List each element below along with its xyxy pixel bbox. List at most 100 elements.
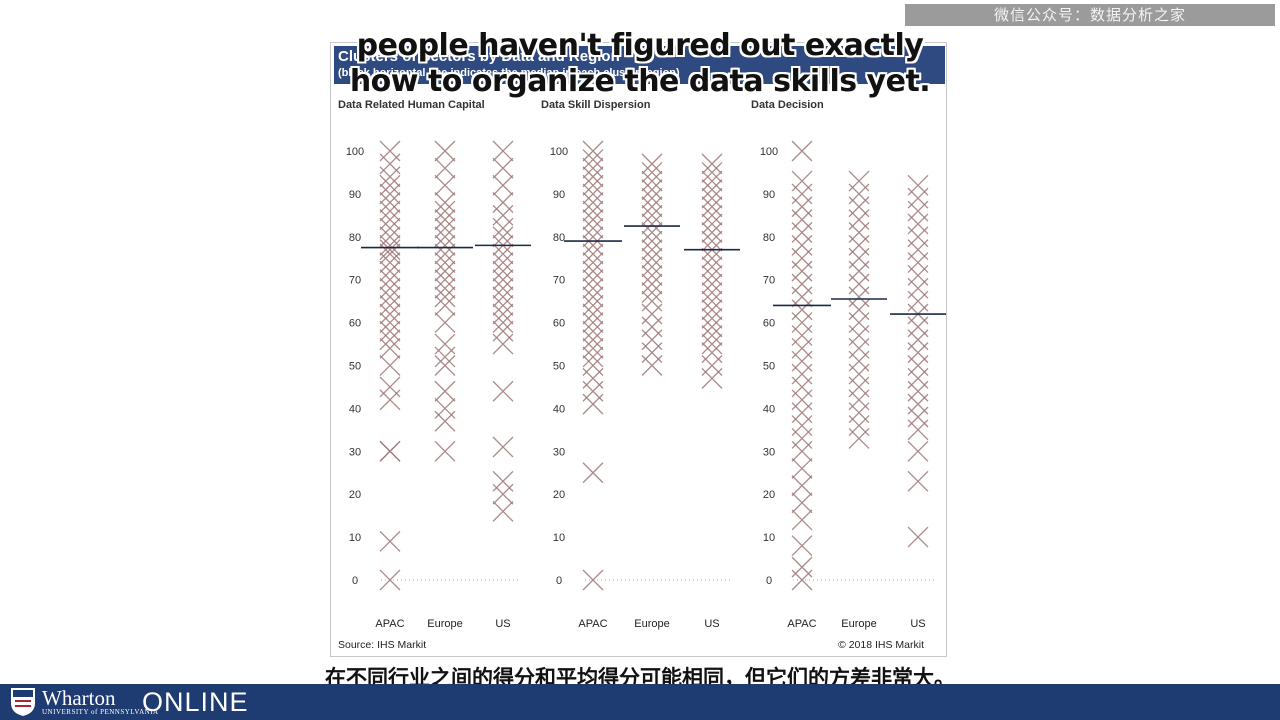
data-point-x-marker <box>492 226 514 248</box>
data-point-x-marker <box>379 183 401 205</box>
data-point-x-marker <box>907 380 929 402</box>
y-tick-label: 10 <box>349 532 361 544</box>
data-point-x-marker <box>379 234 401 256</box>
data-point-x-marker <box>492 204 514 226</box>
wharton-shield-icon <box>11 688 35 716</box>
y-tick-label: 60 <box>349 318 361 330</box>
data-point-x-marker <box>701 355 723 376</box>
chart-panel-1: 0 10 20 30 40 50 60 70 80 90 100 APAC Europe US <box>550 140 740 630</box>
y-tick-label: 90 <box>553 189 565 201</box>
data-point-x-marker <box>582 393 604 415</box>
source-note: Source: IHS Markit <box>338 639 427 651</box>
data-point-x-marker <box>791 376 813 398</box>
data-point-x-marker <box>848 337 870 359</box>
data-point-x-marker <box>791 402 813 424</box>
data-point-x-marker <box>582 346 604 368</box>
data-point-x-marker <box>848 273 870 295</box>
data-point-x-marker <box>582 217 604 239</box>
data-point-x-marker <box>848 402 870 424</box>
data-point-x-marker <box>791 196 813 218</box>
data-point-x-marker <box>701 299 723 321</box>
data-point-x-marker <box>434 286 456 308</box>
data-point-x-marker <box>434 140 456 162</box>
data-point-x-marker <box>379 140 401 162</box>
data-point-x-marker <box>379 260 401 282</box>
data-point-x-marker <box>848 222 870 243</box>
data-point-x-marker <box>641 329 663 351</box>
data-point-x-marker <box>791 427 813 449</box>
data-point-x-marker <box>701 282 723 304</box>
panel-title-human-capital: Data Related Human Capital <box>338 99 485 111</box>
data-point-x-marker <box>907 239 929 261</box>
data-point-x-marker <box>582 277 604 299</box>
data-point-x-marker <box>701 230 723 252</box>
data-point-x-marker <box>641 273 663 295</box>
data-point-x-marker <box>434 410 456 432</box>
data-point-x-marker <box>907 393 929 415</box>
university-logo-text: UNIVERSITY of PENNSYLVANIA <box>42 708 159 716</box>
data-point-x-marker <box>492 269 514 291</box>
data-point-x-marker <box>907 174 929 196</box>
data-point-x-marker <box>791 140 813 162</box>
data-point-x-marker <box>582 140 604 162</box>
y-tick-label: 100 <box>760 146 778 158</box>
x-category-label: Europe <box>427 618 462 630</box>
data-point-x-marker <box>791 299 813 321</box>
data-point-x-marker <box>379 174 401 196</box>
data-point-x-marker <box>582 209 604 231</box>
data-point-x-marker <box>701 367 723 389</box>
data-point-x-marker <box>434 440 456 462</box>
data-point-x-marker <box>907 187 929 209</box>
data-point-x-marker <box>791 337 813 359</box>
y-tick-label: 20 <box>553 489 565 501</box>
data-point-x-marker <box>582 269 604 291</box>
x-category-label: Europe <box>841 618 876 630</box>
y-tick-label: 100 <box>550 146 568 158</box>
data-point-x-marker <box>701 170 723 192</box>
y-tick-label: 60 <box>763 318 775 330</box>
data-point-x-marker <box>907 213 929 235</box>
panel-title-data-decision: Data Decision <box>751 99 824 111</box>
data-point-x-marker <box>907 419 929 441</box>
data-point-x-marker <box>907 264 929 286</box>
y-tick-label: 0 <box>352 575 358 587</box>
data-point-x-marker <box>848 350 870 372</box>
data-point-x-marker <box>641 316 663 338</box>
data-point-x-marker <box>641 187 663 209</box>
data-point-x-marker <box>379 337 401 359</box>
data-point-x-marker <box>641 303 663 325</box>
data-point-x-marker <box>701 342 723 364</box>
data-point-x-marker <box>641 170 663 192</box>
y-tick-label: 20 <box>763 489 775 501</box>
data-point-x-marker <box>907 277 929 299</box>
data-point-x-marker <box>582 166 604 188</box>
data-point-x-marker <box>379 269 401 291</box>
y-tick-label: 30 <box>763 446 775 458</box>
data-point-x-marker <box>907 316 929 338</box>
data-point-x-marker <box>848 363 870 385</box>
data-point-x-marker <box>379 252 401 273</box>
y-tick-label: 30 <box>553 446 565 458</box>
data-point-x-marker <box>641 247 663 269</box>
data-point-x-marker <box>791 183 813 205</box>
y-tick-label: 70 <box>349 275 361 287</box>
data-point-x-marker <box>434 355 456 376</box>
data-point-x-marker <box>848 325 870 346</box>
data-point-x-marker <box>848 415 870 437</box>
data-point-x-marker <box>907 329 929 351</box>
data-point-x-marker <box>791 209 813 231</box>
data-point-x-marker <box>434 277 456 299</box>
data-point-x-marker <box>379 389 401 411</box>
y-tick-label: 90 <box>349 189 361 201</box>
data-point-x-marker <box>492 140 514 162</box>
y-tick-label: 50 <box>763 361 775 373</box>
data-point-x-marker <box>434 269 456 291</box>
data-point-x-marker <box>791 222 813 243</box>
data-point-x-marker <box>848 183 870 205</box>
data-point-x-marker <box>434 260 456 282</box>
data-point-x-marker <box>907 367 929 389</box>
data-point-x-marker <box>434 226 456 248</box>
y-tick-label: 10 <box>553 532 565 544</box>
data-point-x-marker <box>641 256 663 278</box>
data-point-x-marker <box>492 380 514 402</box>
